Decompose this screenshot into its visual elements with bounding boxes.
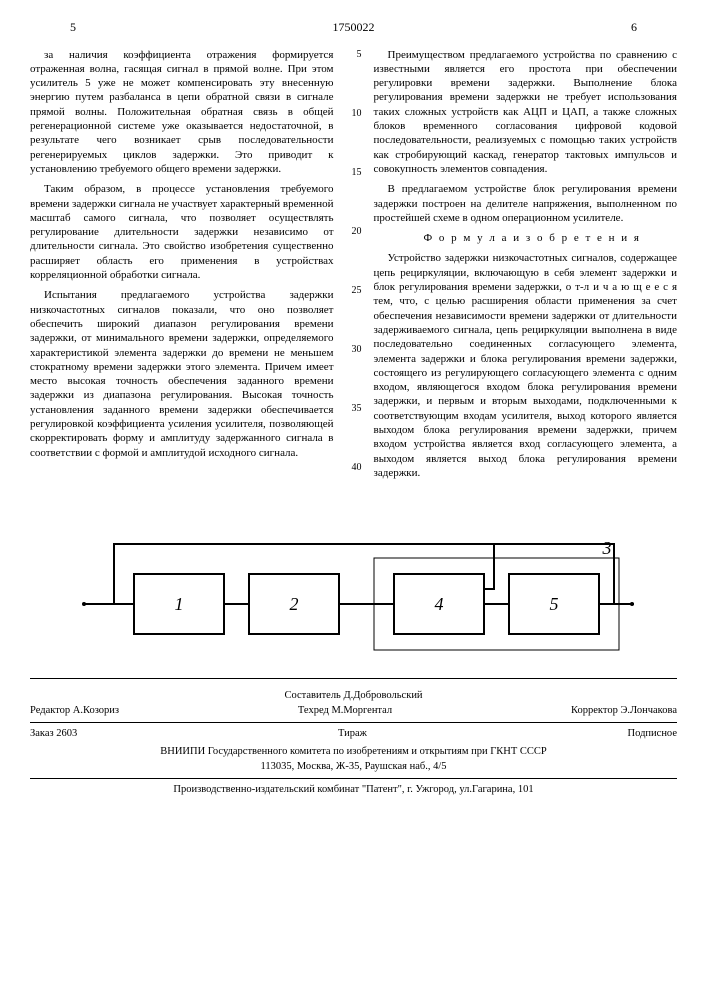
line-no: 10 — [346, 107, 362, 120]
divider — [30, 722, 677, 723]
formula-title: Ф о р м у л а и з о б р е т е н и я — [374, 231, 678, 245]
line-no: 25 — [346, 284, 362, 297]
svg-text:5: 5 — [549, 594, 558, 614]
order-no: Заказ 2603 — [30, 727, 77, 741]
divider — [30, 678, 677, 679]
right-p3: Устройство задержки низкочастотных сигна… — [374, 251, 678, 480]
right-p2: В предлагаемом устройстве блок регулиров… — [374, 182, 678, 225]
footer-line-1: ВНИИПИ Государственного комитета по изоб… — [30, 745, 677, 759]
subscribe: Подписное — [628, 727, 677, 741]
divider — [30, 778, 677, 779]
line-no: 5 — [346, 48, 362, 61]
line-no: 15 — [346, 166, 362, 179]
line-no: 20 — [346, 225, 362, 238]
techred: Техред М.Моргентал — [298, 704, 392, 718]
editor: Редактор А.Козориз — [30, 704, 119, 718]
left-p2: Таким образом, в процессе установления т… — [30, 182, 334, 282]
line-number-gutter: 5 10 15 20 25 30 35 40 — [346, 48, 362, 520]
credits-block: Составитель Д.Добровольский Редактор А.К… — [30, 689, 677, 718]
svg-text:1: 1 — [174, 594, 183, 614]
page-number-right: 6 — [631, 20, 637, 36]
footer-line-2: 113035, Москва, Ж-35, Раушская наб., 4/5 — [30, 760, 677, 774]
footer: ВНИИПИ Государственного комитета по изоб… — [30, 745, 677, 797]
order-row: Заказ 2603 Тираж Подписное — [30, 727, 677, 741]
page-number-left: 5 — [70, 20, 76, 36]
right-p1: Преимуществом предлагаемого устройства п… — [374, 48, 678, 177]
diagram-svg: 3 1 2 4 5 — [74, 534, 634, 664]
svg-text:2: 2 — [289, 594, 298, 614]
left-p3: Испытания предлагаемого устройства задер… — [30, 288, 334, 460]
page-header: 5 1750022 6 — [30, 20, 677, 36]
block-diagram: 3 1 2 4 5 — [30, 534, 677, 664]
line-no: 35 — [346, 402, 362, 415]
patent-number: 1750022 — [333, 20, 375, 36]
line-no: 30 — [346, 343, 362, 356]
left-column: за наличия коэффициента отражения формир… — [30, 48, 334, 520]
compiler: Составитель Д.Добровольский — [284, 689, 422, 703]
right-column: Преимуществом предлагаемого устройства п… — [374, 48, 678, 520]
footer-line-3: Производственно-издательский комбинат "П… — [30, 783, 677, 797]
svg-text:3: 3 — [601, 538, 611, 558]
corrector: Корректор Э.Лончакова — [571, 704, 677, 718]
text-columns: за наличия коэффициента отражения формир… — [30, 48, 677, 520]
tirazh: Тираж — [338, 727, 367, 741]
left-p1: за наличия коэффициента отражения формир… — [30, 48, 334, 177]
svg-text:4: 4 — [434, 594, 443, 614]
line-no: 40 — [346, 461, 362, 474]
